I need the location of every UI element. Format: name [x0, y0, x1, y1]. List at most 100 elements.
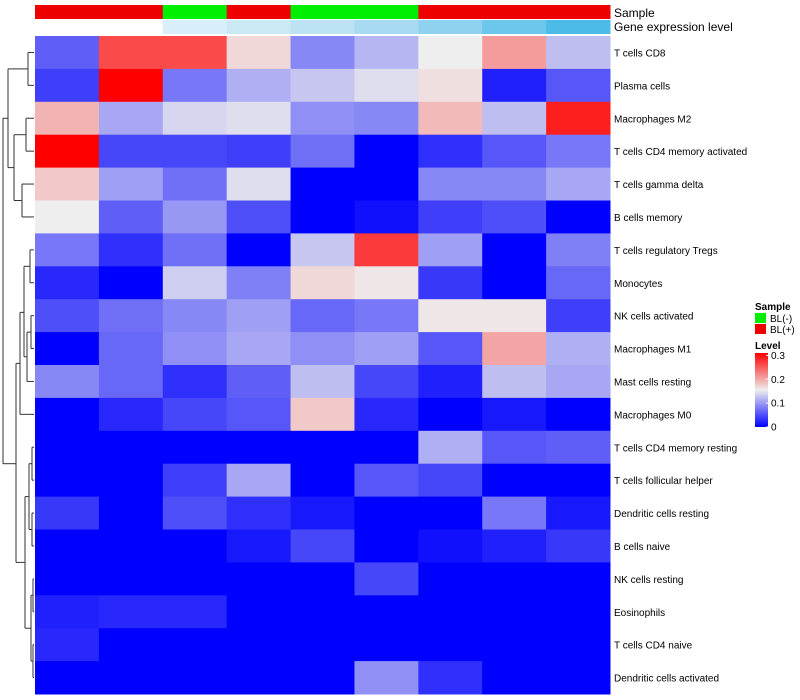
gene-expression-annotation-cell: [482, 20, 547, 34]
heatmap-cell: [418, 529, 483, 563]
heatmap-cell: [290, 266, 355, 300]
heatmap-cell: [418, 200, 483, 234]
heatmap-cell: [98, 266, 164, 300]
heatmap-cell: [354, 233, 419, 267]
row-label: Dendritic cells resting: [614, 509, 709, 520]
row-label: T cells gamma delta: [614, 180, 704, 191]
heatmap-cell: [162, 661, 228, 695]
legend-level-title: Level: [755, 341, 781, 352]
gene-expression-annotation-cell: [418, 20, 483, 34]
legend-level-tick-label: 0.3: [771, 351, 785, 362]
sample-annotation-title: Sample: [614, 6, 655, 20]
heatmap-cell: [226, 167, 292, 201]
heatmap-cell: [354, 562, 419, 596]
heatmap-cell: [482, 167, 547, 201]
heatmap-cell: [354, 595, 419, 629]
heatmap-cell: [226, 562, 292, 596]
heatmap-cell: [546, 36, 611, 70]
heatmap-cell: [290, 200, 355, 234]
heatmap-cell: [546, 595, 611, 629]
heatmap-cell: [290, 299, 355, 333]
heatmap-cell: [98, 134, 164, 169]
heatmap-cell: [482, 233, 547, 267]
heatmap-cell: [35, 332, 100, 366]
heatmap-cell: [546, 562, 611, 596]
row-label: T cells CD8: [614, 48, 666, 59]
heatmap-cell: [162, 233, 228, 267]
row-label: T cells CD4 memory resting: [614, 443, 737, 454]
heatmap-cell: [482, 562, 547, 596]
heatmap-cell: [418, 463, 483, 498]
sample-annotation-bar: [35, 5, 611, 19]
heatmap-cell: [226, 397, 292, 432]
heatmap-cell: [98, 628, 164, 662]
heatmap-cell: [482, 430, 547, 465]
heatmap-cell: [226, 365, 292, 399]
heatmap-cell: [482, 266, 547, 300]
heatmap-cell: [98, 365, 164, 399]
heatmap-cell: [162, 167, 228, 201]
heatmap-cell: [35, 430, 100, 465]
heatmap-cell: [162, 365, 228, 399]
heatmap-cell: [418, 266, 483, 300]
heatmap-cell: [546, 430, 611, 465]
heatmap-cell: [354, 200, 419, 234]
heatmap-cell: [290, 397, 355, 432]
heatmap-cell: [35, 134, 100, 169]
gene-expression-annotation-cell: [354, 20, 419, 34]
row-label: Plasma cells: [614, 81, 670, 92]
row-label: T cells regulatory Tregs: [614, 246, 718, 257]
heatmap-cell: [35, 101, 100, 136]
heatmap-cell: [35, 661, 100, 695]
heatmap-cell: [418, 233, 483, 267]
heatmap-cell: [35, 167, 100, 201]
row-dendrogram: [2, 51, 34, 679]
row-label: NK cells resting: [614, 575, 683, 586]
heatmap-cell: [162, 101, 228, 136]
heatmap-cell: [35, 266, 100, 300]
heatmap-cell: [418, 595, 483, 629]
heatmap-cell: [162, 299, 228, 333]
sample-annotation-cell: [290, 5, 355, 19]
heatmap-cell: [546, 365, 611, 399]
heatmap-cell: [546, 529, 611, 563]
heatmap-cell: [162, 332, 228, 366]
legend-sample-items: BL(-)BL(+): [755, 313, 795, 336]
heatmap-cell: [226, 266, 292, 300]
heatmap-cell: [35, 365, 100, 399]
row-label: Mast cells resting: [614, 377, 691, 388]
row-label: T cells follicular helper: [614, 476, 713, 487]
heatmap-cell: [546, 101, 611, 136]
heatmap-cell: [290, 233, 355, 267]
row-label: B cells naive: [614, 542, 671, 553]
heatmap-cell: [546, 628, 611, 662]
heatmap-cell: [226, 430, 292, 465]
heatmap-cell: [290, 365, 355, 399]
heatmap-cell: [546, 397, 611, 432]
heatmap-cell: [482, 496, 547, 530]
heatmap-cell: [98, 200, 164, 234]
legend-sample-title: Sample: [755, 302, 791, 313]
heatmap-cell: [482, 134, 547, 169]
heatmap-cell: [354, 365, 419, 399]
heatmap-cell: [98, 101, 164, 136]
heatmap-cell: [162, 562, 228, 596]
heatmap-cell: [290, 36, 355, 70]
heatmap-cell: [290, 167, 355, 201]
heatmap-cell: [226, 233, 292, 267]
sample-annotation-cell: [226, 5, 292, 19]
row-label: T cells CD4 memory activated: [614, 147, 747, 158]
heatmap-cell: [226, 463, 292, 498]
heatmap-cell: [418, 628, 483, 662]
heatmap-cell: [354, 661, 419, 695]
heatmap-cell: [546, 68, 611, 103]
heatmap-cell: [354, 266, 419, 300]
row-label: T cells CD4 naive: [614, 641, 693, 652]
heatmap-cell: [354, 299, 419, 333]
heatmap-cell: [482, 200, 547, 234]
sample-annotation-cell: [418, 5, 483, 19]
heatmap-cell: [546, 266, 611, 300]
heatmap-cell: [482, 463, 547, 498]
legend-level-tick-label: 0: [771, 423, 777, 434]
heatmap-cell: [162, 134, 228, 169]
